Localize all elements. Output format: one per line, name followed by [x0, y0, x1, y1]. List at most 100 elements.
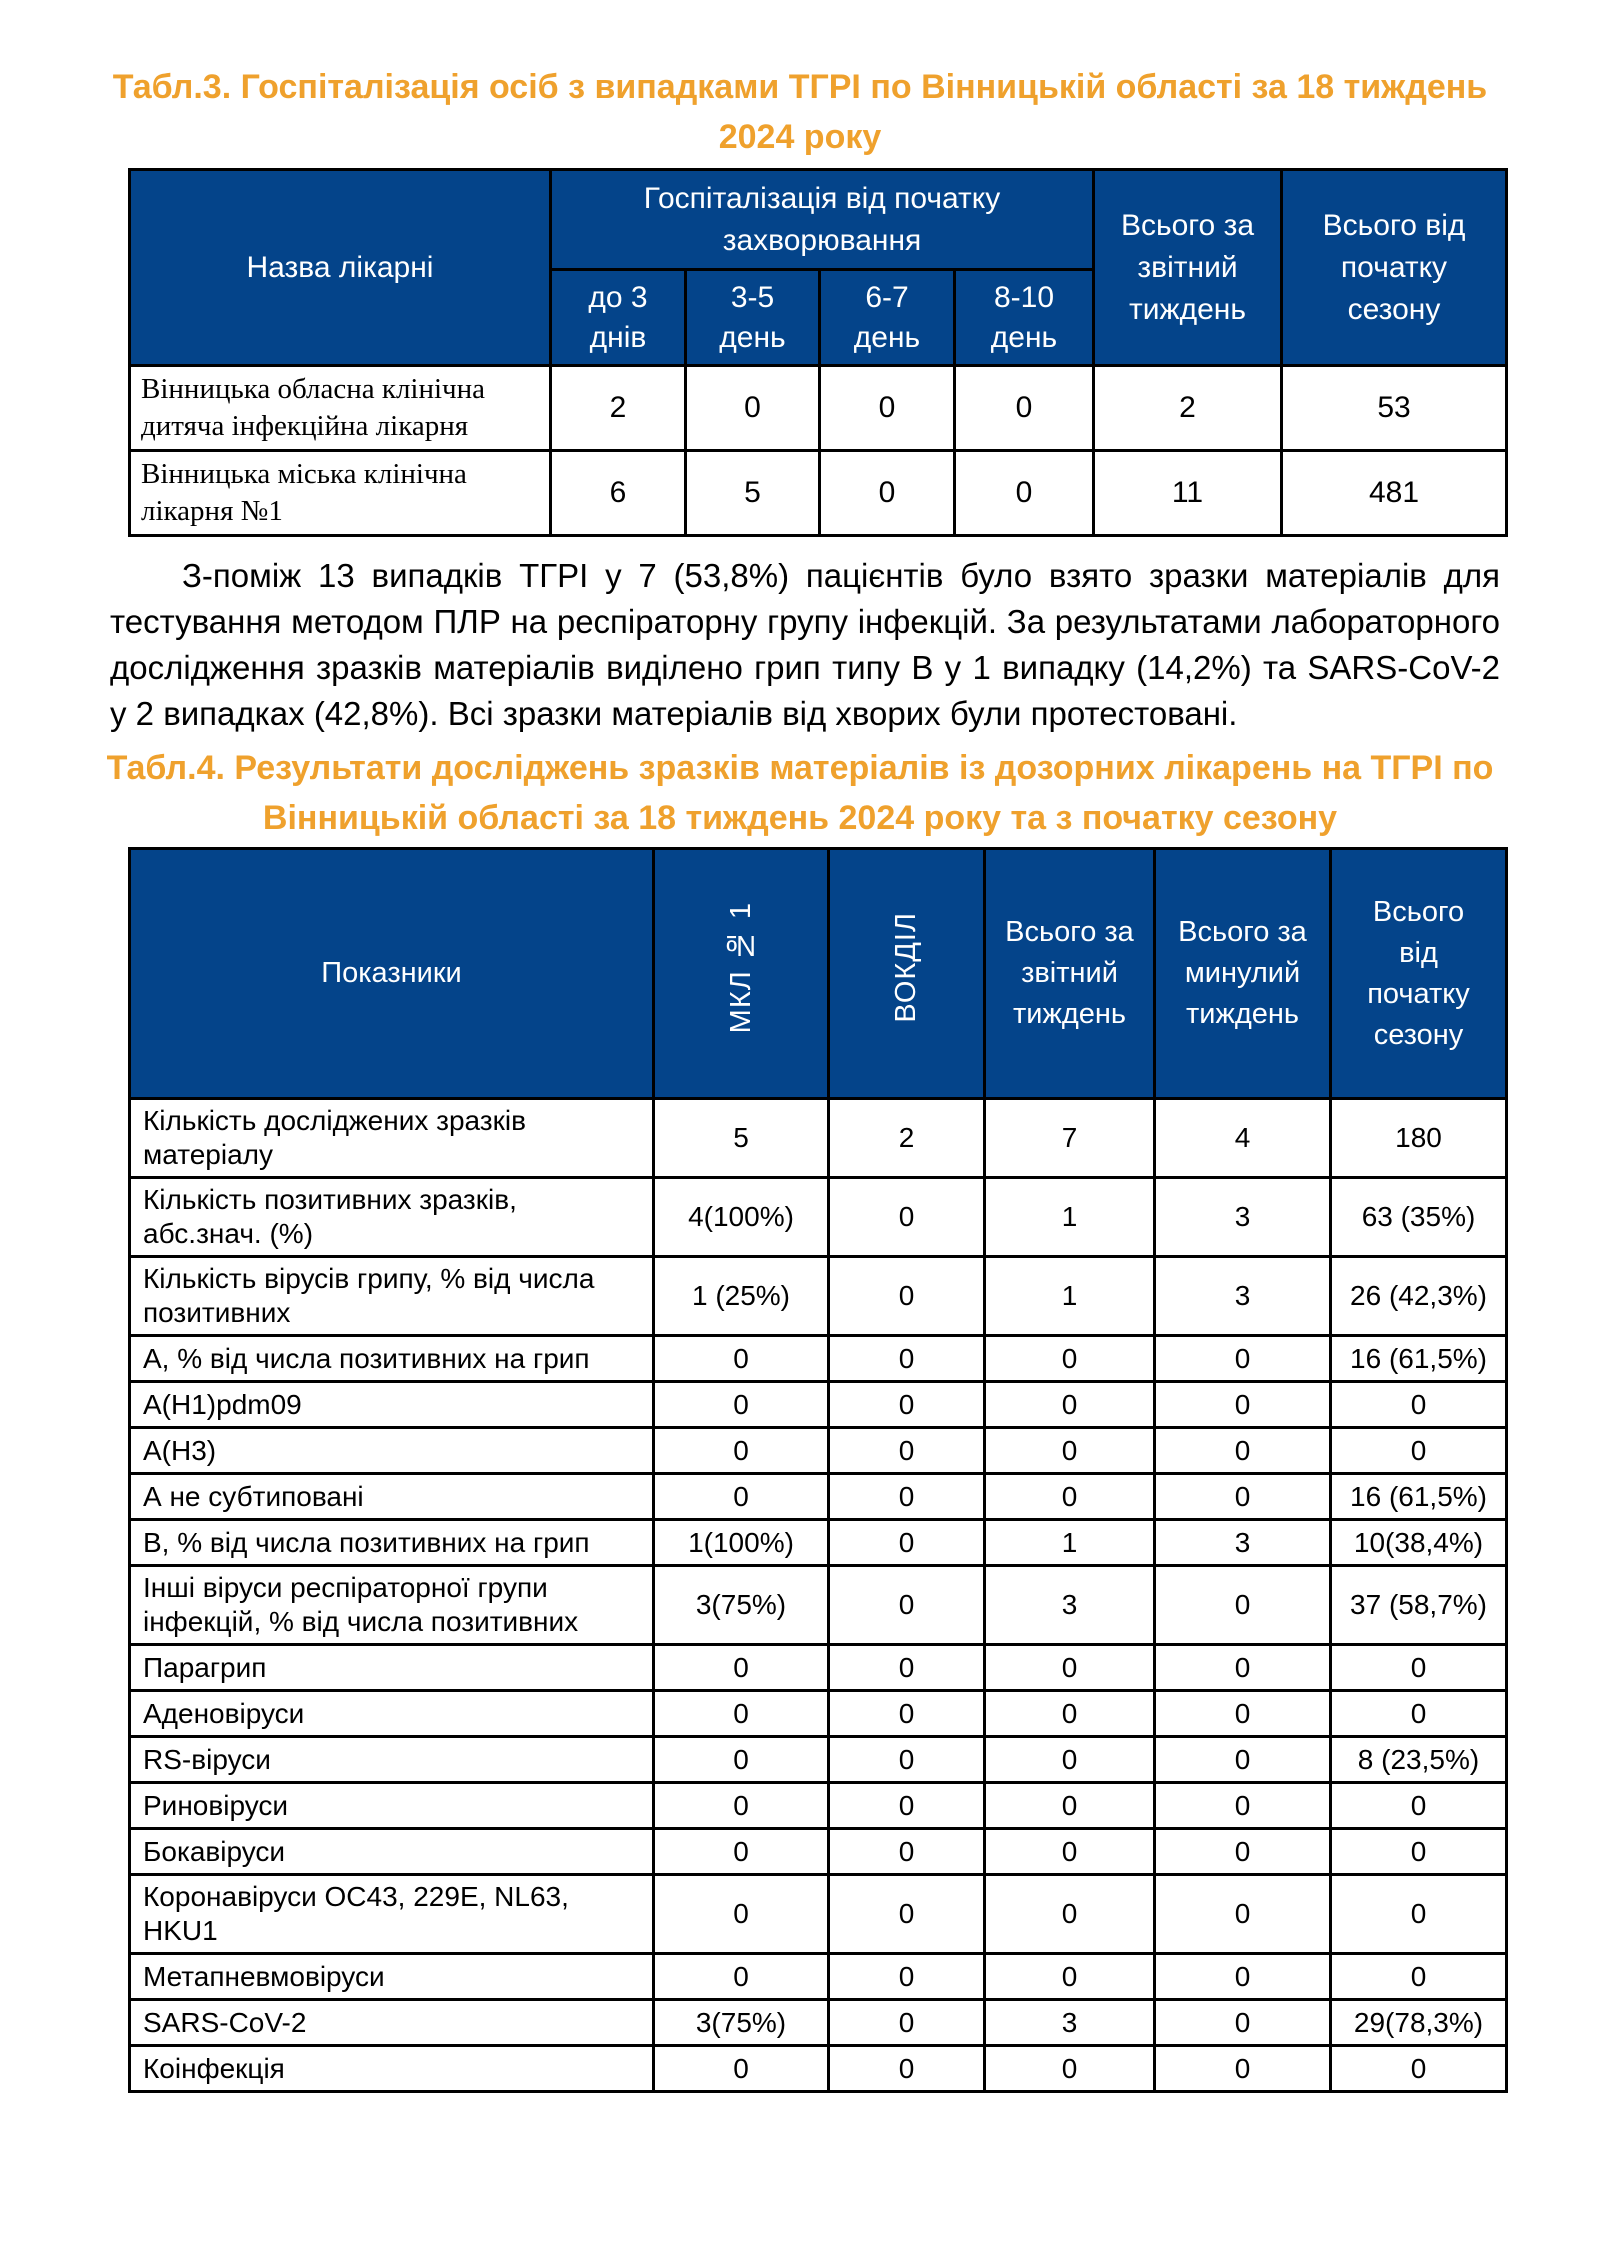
table-row: SARS-CoV-2 3(75%) 0 3 0 29(78,3%) [128, 1998, 1508, 2047]
cell-value: 0 [1153, 1643, 1332, 1692]
mkl1-rotated-label: МКЛ № 1 [724, 901, 757, 1034]
cell-value: 3(75%) [652, 1998, 830, 2047]
cell-value: 0 [1153, 1426, 1332, 1475]
col-header-report-week-total: Всього за звітний тиждень [983, 847, 1156, 1100]
lab-results-table-body: Кількість досліджених зразків матеріалу 5… [128, 1097, 1508, 2093]
cell-value: 0 [983, 1689, 1156, 1738]
row-label: А, % від числа позитивних на грип [128, 1334, 655, 1383]
row-label: Кількість позитивних зразків, абс.знач. … [128, 1176, 655, 1258]
cell-value: 2 [1092, 364, 1283, 452]
row-label: Кількість вірусів грипу, % від числа поз… [128, 1255, 655, 1337]
cell-value: 0 [652, 1952, 830, 2001]
table-row: Вінницька міська клінічна лікарня №1 6 5 0 0… [128, 449, 1508, 537]
cell-value: 1 [983, 1518, 1156, 1567]
cell-value: 0 [652, 1827, 830, 1876]
table4-title-line2: Вінницькій області за 18 тиждень 2024 ро… [262, 799, 1338, 837]
vokdil-rotated-label: ВОКДІЛ [890, 912, 922, 1023]
cell-value: 0 [827, 1334, 986, 1383]
col-header-vokdil: ВОКДІЛ [827, 847, 986, 1100]
lab-results-table: Показники МКЛ № 1 ВОКДІЛ Всього за звітн… [128, 847, 1508, 2093]
row-label: Вінницька обласна клінічна дитяча інфекц… [128, 364, 552, 452]
cell-value: 5 [684, 449, 821, 537]
cell-value: 8 (23,5%) [1329, 1735, 1508, 1784]
cell-value: 0 [1153, 1689, 1332, 1738]
table-row: RS-віруси 0 0 0 0 8 (23,5%) [128, 1735, 1508, 1784]
cell-value: 0 [652, 1781, 830, 1830]
cell-value: 29(78,3%) [1329, 1998, 1508, 2047]
row-label: Бокавіруси [128, 1827, 655, 1876]
table3-title: Табл.3. Госпіталізація осіб з випадками … [80, 0, 1520, 162]
cell-value: 16 (61,5%) [1329, 1334, 1508, 1383]
cell-value: 0 [953, 364, 1095, 452]
cell-value: 3(75%) [652, 1564, 830, 1646]
row-label: Інші віруси респіраторної групи інфекцій… [128, 1564, 655, 1646]
cell-value: 1(100%) [652, 1518, 830, 1567]
col-header-upto-3-days: до 3 днів [549, 268, 687, 367]
row-label: В, % від числа позитивних на грип [128, 1518, 655, 1567]
cell-value: 0 [1153, 1998, 1332, 2047]
row-label: А не субтиповані [128, 1472, 655, 1521]
table-row: Кількість досліджених зразків матеріалу 5… [128, 1097, 1508, 1179]
table-row: Метапневмовіруси 0 0 0 0 0 [128, 1952, 1508, 2001]
col-header-season-start-total: Всього від початку сезону [1329, 847, 1508, 1100]
cell-value: 0 [652, 1426, 830, 1475]
cell-value: 0 [983, 1873, 1156, 1955]
cell-value: 0 [652, 1380, 830, 1429]
cell-value: 0 [827, 1781, 986, 1830]
cell-value: 16 (61,5%) [1329, 1472, 1508, 1521]
cell-value: 0 [983, 1380, 1156, 1429]
cell-value: 0 [983, 1952, 1156, 2001]
table-row: В, % від числа позитивних на грип 1(100%)… [128, 1518, 1508, 1567]
cell-value: 481 [1280, 449, 1508, 537]
table-row: Коронавіруси ОС43, 229Е, NL63, HKU1 0 0 0 0 0 [128, 1873, 1508, 1955]
cell-value: 0 [983, 1735, 1156, 1784]
cell-value: 0 [827, 1998, 986, 2047]
cell-value: 0 [1329, 1643, 1508, 1692]
table-row: Інші віруси респіраторної групи інфекцій… [128, 1564, 1508, 1646]
col-header-week-total: Всього за звітний тиждень [1092, 168, 1283, 367]
table-row: Парагрип 0 0 0 0 0 [128, 1643, 1508, 1692]
lab-results-table-header: Показники МКЛ № 1 ВОКДІЛ Всього за звітн… [128, 847, 1508, 1100]
row-label: Парагрип [128, 1643, 655, 1692]
table-row: Риновіруси 0 0 0 0 0 [128, 1781, 1508, 1830]
row-label: SARS-CoV-2 [128, 1998, 655, 2047]
hospitalization-table-body: Вінницька обласна клінічна дитяча інфекц… [128, 364, 1508, 537]
cell-value: 0 [652, 1873, 830, 1955]
cell-value: 0 [827, 1643, 986, 1692]
col-header-hospital-name: Назва лікарні [128, 168, 552, 367]
table-row: А не субтиповані 0 0 0 0 16 (61,5%) [128, 1472, 1508, 1521]
cell-value: 0 [827, 1426, 986, 1475]
table-row: A(H3) 0 0 0 0 0 [128, 1426, 1508, 1475]
row-label: Аденовіруси [128, 1689, 655, 1738]
cell-value: 1 [983, 1255, 1156, 1337]
cell-value: 0 [1153, 1827, 1332, 1876]
col-header-season-total: Всього від початку сезону [1280, 168, 1508, 367]
cell-value: 0 [1153, 1873, 1332, 1955]
cell-value: 6 [549, 449, 687, 537]
cell-value: 0 [1153, 1380, 1332, 1429]
cell-value: 0 [983, 1426, 1156, 1475]
cell-value: 0 [1153, 1334, 1332, 1383]
cell-value: 3 [983, 1564, 1156, 1646]
cell-value: 0 [983, 1827, 1156, 1876]
summary-paragraph: З-поміж 13 випадків ТГРІ у 7 (53,8%) пац… [110, 557, 1500, 732]
cell-value: 0 [1329, 1952, 1508, 2001]
cell-value: 0 [1329, 1873, 1508, 1955]
col-header-indicators: Показники [128, 847, 655, 1100]
row-label: A(H1)pdm09 [128, 1380, 655, 1429]
cell-value: 0 [827, 1380, 986, 1429]
cell-value: 0 [652, 2044, 830, 2093]
cell-value: 37 (58,7%) [1329, 1564, 1508, 1646]
cell-value: 0 [983, 1472, 1156, 1521]
cell-value: 0 [827, 1952, 986, 2001]
table3-title-line2: 2024 року [718, 118, 882, 156]
cell-value: 3 [983, 1998, 1156, 2047]
row-label: Коронавіруси ОС43, 229Е, NL63, HKU1 [128, 1873, 655, 1955]
cell-value: 1 [983, 1176, 1156, 1258]
cell-value: 0 [818, 364, 956, 452]
cell-value: 0 [827, 1564, 986, 1646]
table-row: Аденовіруси 0 0 0 0 0 [128, 1689, 1508, 1738]
col-header-hospitalization-group: Госпіталізація від початку захворювання [549, 168, 1095, 271]
cell-value: 2 [827, 1097, 986, 1179]
